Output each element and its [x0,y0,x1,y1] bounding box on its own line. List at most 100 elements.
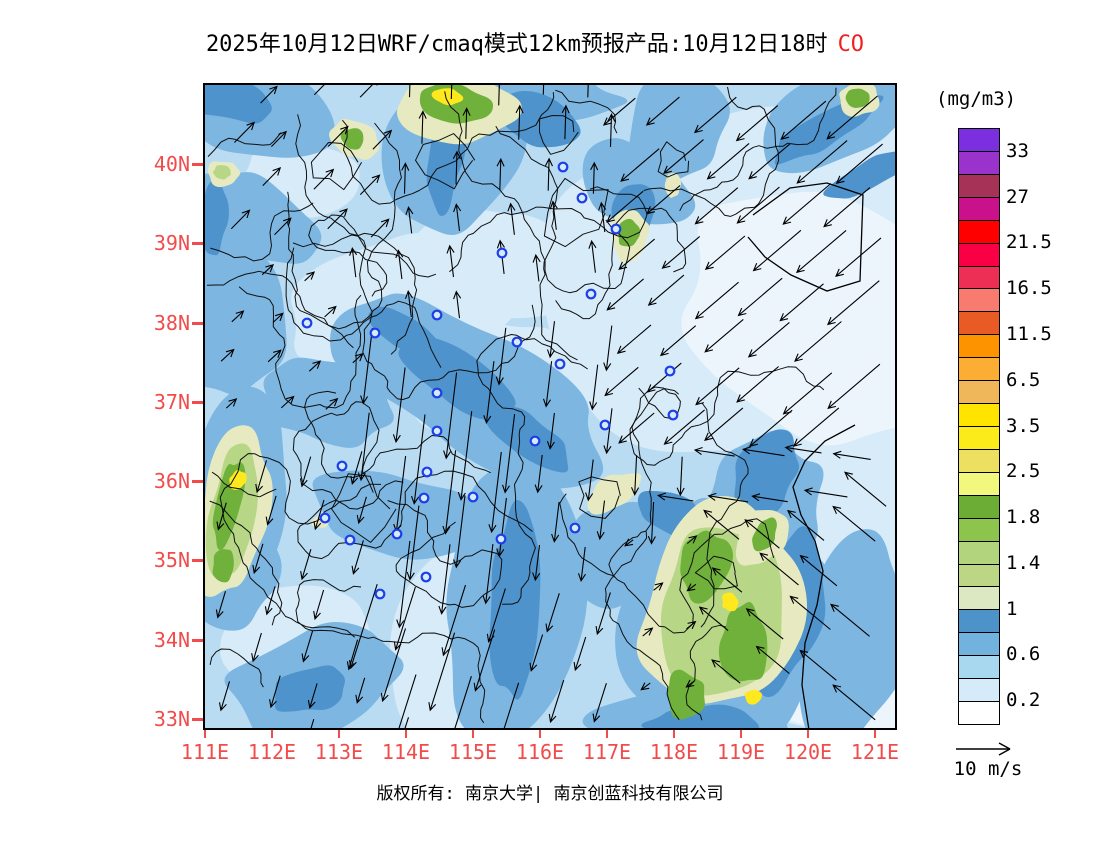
colorbar-cell [959,609,999,633]
lat-tick [192,400,203,404]
lon-tick [405,730,407,738]
colorbar-value-27: 27 [1006,185,1029,208]
lon-label-118E: 118E [649,740,699,764]
map-frame [203,83,897,730]
city-marker [557,161,569,173]
city-marker [610,223,622,235]
city-marker [467,491,479,503]
city-marker [576,192,588,204]
colorbar-value-0.6: 0.6 [1006,643,1041,666]
lon-tick [673,730,675,738]
colorbar-cell [959,242,999,266]
lon-tick [740,730,742,738]
city-marker [418,492,430,504]
lat-tick [192,321,203,325]
lat-label-40N: 40N [153,152,190,176]
colorbar-cell [959,380,999,404]
city-marker [319,512,331,524]
colorbar-cell [959,219,999,243]
colorbar-value-1.4: 1.4 [1006,551,1041,574]
lon-label-119E: 119E [716,740,766,764]
lat-label-35N: 35N [153,548,190,573]
colorbar-value-16.5: 16.5 [1006,277,1052,300]
lon-tick [807,730,809,738]
colorbar-value-1.8: 1.8 [1006,506,1041,529]
colorbar-cell [959,632,999,656]
lon-label-120E: 120E [783,740,833,764]
colorbar-value-1: 1 [1006,597,1018,620]
lat-tick [192,480,203,484]
lat-label-39N: 39N [153,231,190,256]
colorbar-cell [959,196,999,220]
lon-tick [539,730,541,738]
lat-label-38N: 38N [153,310,190,335]
city-marker [391,528,403,540]
colorbar-cell [959,288,999,312]
colorbar-cell [959,471,999,495]
lon-tick [338,730,340,738]
lat-label-34N: 34N [153,627,190,652]
city-marker [431,425,443,437]
colorbar-cell [959,586,999,610]
species-label: CO [837,32,865,57]
lat-label-36N: 36N [153,469,190,494]
colorbar-cell [959,540,999,564]
lat-tick [192,242,203,246]
lon-tick [874,730,876,738]
forecast-map-canvas [205,85,895,728]
colorbar-value-2.5: 2.5 [1006,460,1041,483]
colorbar-cell [959,701,999,724]
copyright-footer: 版权所有: 南京大学| 南京创蓝科技有限公司 [376,784,724,804]
colorbar-value-21.5: 21.5 [1006,231,1052,254]
city-marker [554,358,566,370]
colorbar-cell [959,494,999,518]
lon-tick [606,730,608,738]
city-marker [495,533,507,545]
colorbar-cell [959,517,999,541]
lat-tick [192,163,203,166]
lon-tick [271,730,273,738]
lon-label-114E: 114E [381,740,431,764]
city-marker [667,409,679,421]
city-marker [301,317,313,329]
city-marker [569,522,581,534]
colorbar-cell [959,425,999,449]
city-marker [599,419,611,431]
colorbar-cell [959,563,999,587]
colorbar-value-33: 33 [1006,139,1029,162]
city-marker [431,387,443,399]
legend-unit-label: (mg/m3) [936,88,1017,110]
colorbar [958,128,1000,725]
lon-label-115E: 115E [448,740,498,764]
city-marker [664,365,676,377]
wind-scale-arrow-icon [956,742,1011,756]
colorbar-cell [959,265,999,289]
colorbar-cell [959,448,999,472]
city-marker [344,534,356,546]
colorbar-cell [959,129,999,151]
wind-scale-label: 10 m/s [953,758,1023,780]
colorbar-cell [959,655,999,679]
lat-label-33N: 33N [153,707,190,732]
colorbar-cell [959,334,999,358]
colorbar-value-3.5: 3.5 [1006,414,1041,437]
wind-scale: 10 m/s [940,736,1060,786]
lon-label-112E: 112E [247,740,297,764]
city-marker [496,247,508,259]
city-marker [336,460,348,472]
title-text: 2025年10月12日WRF/cmaq模式12km预报产品:10月12日18时 [205,32,828,57]
city-marker [529,435,541,447]
lat-tick [192,559,203,563]
lat-tick [192,718,203,722]
lon-label-121E: 121E [850,740,900,764]
lat-tick [192,638,203,642]
lon-tick [472,730,474,738]
colorbar-cell [959,173,999,197]
lon-label-111E: 111E [180,740,230,764]
page-title: 2025年10月12日WRF/cmaq模式12km预报产品:10月12日18时 C… [0,26,1070,58]
colorbar-cell [959,403,999,426]
colorbar-value-11.5: 11.5 [1006,322,1052,345]
lat-label-37N: 37N [153,389,190,414]
lon-label-117E: 117E [582,740,632,764]
city-marker [369,327,381,339]
